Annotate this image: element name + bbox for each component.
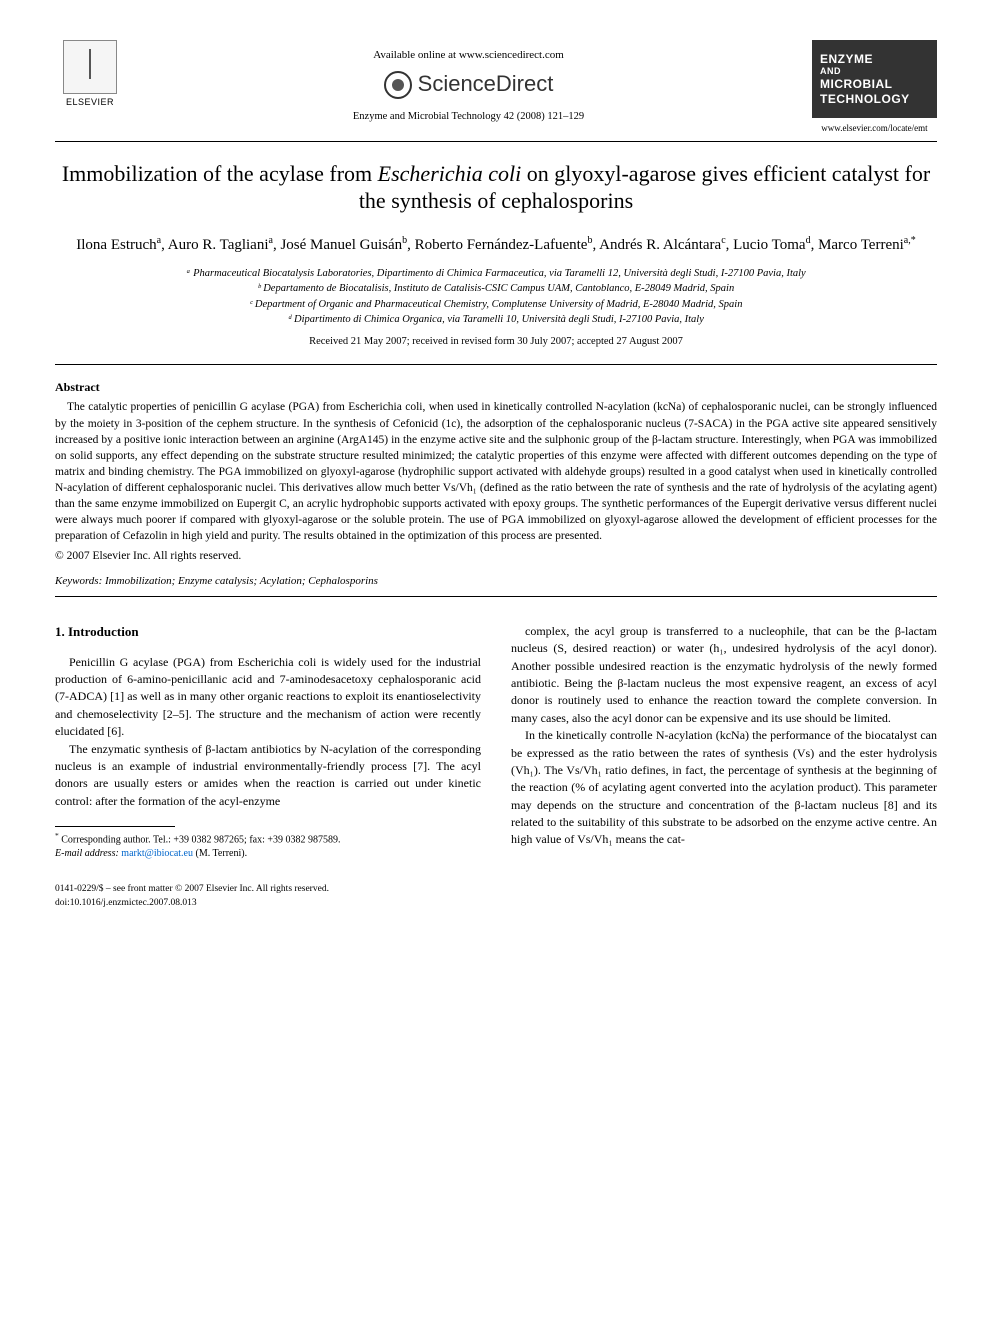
journal-cover-box: ENZYME AND MICROBIAL TECHNOLOGY [812,40,937,118]
article-page: ELSEVIER Available online at www.science… [0,0,992,940]
cover-and: AND [820,66,841,77]
corresponding-footnote: * Corresponding author. Tel.: +39 0382 9… [55,831,481,861]
journal-url: www.elsevier.com/locate/emt [812,122,937,135]
journal-cover: ENZYME AND MICROBIAL TECHNOLOGY www.else… [812,40,937,135]
sciencedirect-text: ScienceDirect [418,69,554,100]
title-pre: Immobilization of the acylase from [62,161,378,186]
abstract-body: The catalytic properties of penicillin G… [55,399,937,544]
sciencedirect-logo: ScienceDirect [384,69,554,100]
available-online-text: Available online at www.sciencedirect.co… [125,48,812,63]
keywords-label: Keywords: [55,575,102,587]
abstract-bottom-rule [55,596,937,597]
sciencedirect-swoosh-icon [384,71,412,99]
affiliation-a: ᵃ Pharmaceutical Biocatalysis Laboratori… [55,266,937,281]
keywords: Keywords: Immobilization; Enzyme catalys… [55,574,937,589]
title-species: Escherichia coli [378,161,522,186]
footnote-rule [55,826,175,827]
affiliation-d: ᵈ Dipartimento di Chimica Organica, via … [55,312,937,327]
cover-line1: ENZYME [820,52,873,66]
article-dates: Received 21 May 2007; received in revise… [55,335,937,350]
intro-para-3: complex, the acyl group is transferred t… [511,623,937,727]
page-footer: 0141-0229/$ – see front matter © 2007 El… [55,883,937,910]
intro-para-4: In the kinetically controlle N-acylation… [511,727,937,849]
header-center: Available online at www.sciencedirect.co… [125,40,812,125]
cover-line3: TECHNOLOGY [820,92,910,106]
cover-line2: MICROBIAL [820,77,893,91]
elsevier-tree-icon [63,40,117,94]
keywords-text: Immobilization; Enzyme catalysis; Acylat… [102,575,378,587]
abstract-copyright: © 2007 Elsevier Inc. All rights reserved… [55,548,937,564]
intro-heading: 1. Introduction [55,623,481,642]
issn-line: 0141-0229/$ – see front matter © 2007 El… [55,883,937,896]
footnote-marker: * [55,831,59,840]
intro-para-1: Penicillin G acylase (PGA) from Escheric… [55,654,481,741]
intro-para-2: The enzymatic synthesis of β-lactam anti… [55,741,481,811]
author-list: Ilona Estrucha, Auro R. Tagliania, José … [55,233,937,257]
footnote-line2: E-mail address: markt@ibiocat.eu (M. Ter… [55,847,481,861]
body-columns: 1. Introduction Penicillin G acylase (PG… [55,623,937,862]
left-column: 1. Introduction Penicillin G acylase (PG… [55,623,481,862]
affiliations: ᵃ Pharmaceutical Biocatalysis Laboratori… [55,266,937,327]
elsevier-logo: ELSEVIER [55,40,125,109]
journal-citation: Enzyme and Microbial Technology 42 (2008… [125,110,812,125]
doi-line: doi:10.1016/j.enzmictec.2007.08.013 [55,897,937,910]
article-title: Immobilization of the acylase from Esche… [55,160,937,215]
elsevier-label: ELSEVIER [66,96,114,109]
affiliation-b: ᵇ Departamento de Biocatalisis, Institut… [55,281,937,296]
abstract-heading: Abstract [55,379,937,396]
footnote-email-post: (M. Terreni). [195,848,247,859]
abstract-text: The catalytic properties of penicillin G… [55,399,937,544]
footnote-line1: * Corresponding author. Tel.: +39 0382 9… [55,831,481,847]
footnote-email-label: E-mail address: [55,848,119,859]
journal-header: ELSEVIER Available online at www.science… [55,40,937,135]
footnote-email-link[interactable]: markt@ibiocat.eu [121,848,193,859]
footnote-contact: Corresponding author. Tel.: +39 0382 987… [61,834,340,845]
abstract-top-rule [55,364,937,365]
header-rule [55,141,937,142]
affiliation-c: ᶜ Department of Organic and Pharmaceutic… [55,297,937,312]
right-column: complex, the acyl group is transferred t… [511,623,937,862]
